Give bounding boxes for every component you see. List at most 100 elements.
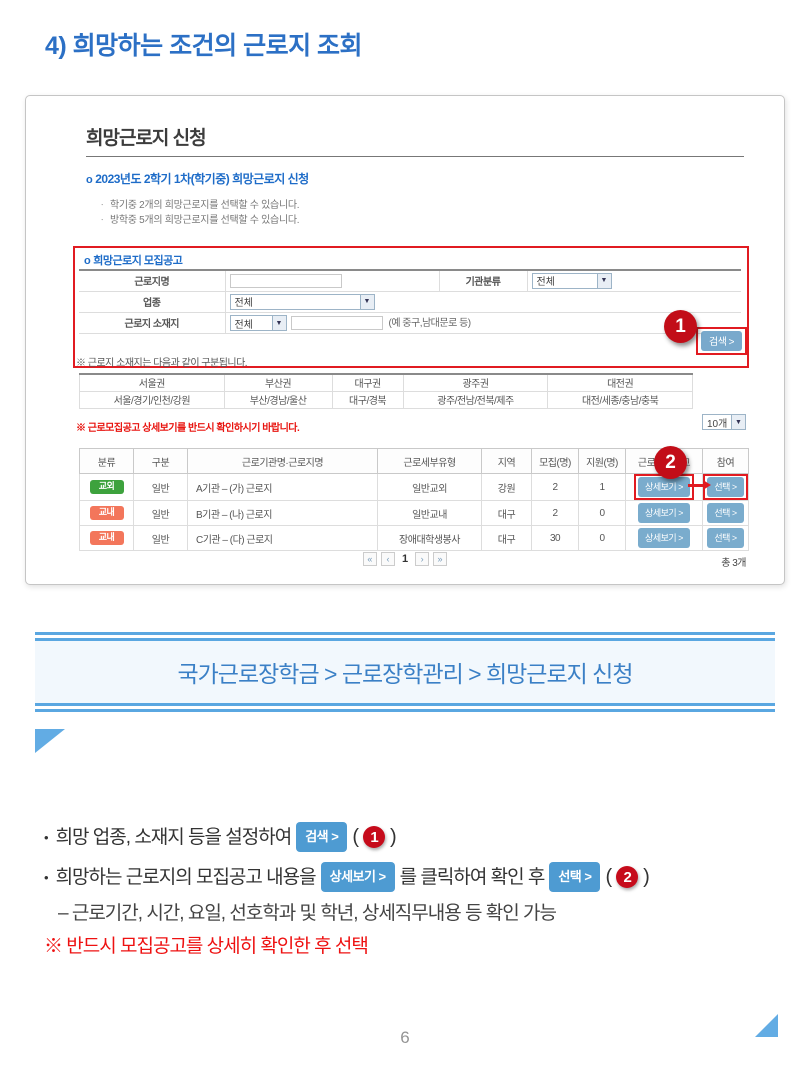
location-value: 전체 (234, 319, 253, 331)
band-border-gap (35, 635, 775, 638)
page-size-select[interactable]: 10개 ▼ (702, 414, 746, 430)
cell-work-type: 일반교외 (377, 473, 482, 501)
bullet-icon: • (44, 829, 48, 845)
pagination-last-button[interactable]: » (433, 552, 448, 566)
select-button[interactable]: 선택 > (707, 503, 744, 523)
circle-marker-icon: ο (86, 174, 93, 186)
region-value: 부산/경남/울산 (223, 390, 333, 409)
select-button[interactable]: 선택 > (707, 528, 744, 548)
cell-category: 일반 (133, 525, 188, 551)
detail-button[interactable]: 상세보기 > (638, 503, 690, 523)
table-row: 교내 일반 B기관 – (나) 근로지 일반교내 대구 2 0 상세보기 > 선… (79, 500, 749, 526)
location-select[interactable]: 전체 ▼ (229, 315, 287, 332)
breadcrumb: 국가근로장학금 > 근로장학관리 > 희망근로지 신청 (177, 661, 633, 687)
pagination: « ‹ 1 › » (26, 552, 784, 566)
form-row: 업종 전체 ▼ (79, 291, 741, 313)
band-border-gap (35, 706, 775, 709)
cell-workplace-name: A기관 – (가) 근로지 (187, 473, 378, 501)
notice-title-text: 2023년도 2학기 1차(학기중) 희망근로지 신청 (95, 172, 309, 186)
org-type-select[interactable]: 전체 ▼ (531, 272, 612, 289)
cell-region: 대구 (481, 525, 532, 551)
notice-title: ο 2023년도 2학기 1차(학기중) 희망근로지 신청 (86, 170, 309, 187)
paren: ) (643, 865, 650, 888)
search-form-table: 근로지명 기관분류 전체 ▼ 업종 전체 ▼ 근로지 소재지 전체 ▼ (예 중구,남대… (79, 269, 741, 334)
notice-bullet: ㆍ 방학중 5개의 희망근로지를 선택할 수 있습니다. (98, 211, 300, 226)
location-note: ※ 근로지 소재지는 다음과 같이 구분됩니다. (76, 358, 248, 369)
page-number: 6 (400, 1028, 410, 1047)
location-label: 근로지 소재지 (79, 312, 226, 334)
category-badge: 교내 (89, 531, 124, 545)
region-header: 부산권 (223, 373, 333, 392)
cell-work-type: 일반교내 (377, 500, 482, 526)
notice-bullet-text: 방학중 5개의 희망근로지를 선택할 수 있습니다. (109, 215, 300, 226)
instructions: • 희망 업종, 소재지 등을 설정하여 검색 > (1) • 희망하는 근로지… (44, 822, 784, 968)
column-header: 근로세부유형 (377, 448, 482, 474)
region-value: 대전/세종/충남/충북 (547, 390, 693, 409)
cell-workplace-name: C기관 – (다) 근로지 (187, 525, 378, 551)
category-badge: 교외 (89, 480, 124, 494)
industry-select[interactable]: 전체 ▼ (229, 293, 375, 310)
band-border-line (35, 709, 775, 712)
cell-applied-count: 0 (578, 525, 626, 551)
workplace-name-input[interactable] (229, 273, 342, 288)
band-border-line (35, 632, 775, 635)
page-title: 4) 희망하는 조건의 근로지 조회 (45, 32, 363, 60)
bullet-icon: ㆍ (98, 215, 106, 225)
detail-button-example: 상세보기 > (320, 862, 395, 892)
annotation-arrow-icon (688, 480, 711, 490)
bullet-icon: • (44, 869, 48, 885)
region-value: 서울/경기/인천/강원 (79, 390, 225, 409)
results-header-row: 분류 구분 근로기관명·근로지명 근로세부유형 지역 모집(명) 지원(명) 근… (79, 448, 749, 474)
bullet-icon: ㆍ (98, 200, 106, 210)
callout-number-2: 2 (654, 446, 687, 479)
search-button-example: 검색 > (296, 822, 348, 852)
results-table: 분류 구분 근로기관명·근로지명 근로세부유형 지역 모집(명) 지원(명) 근… (79, 448, 749, 551)
location-detail-input[interactable] (290, 316, 383, 331)
region-header-row: 서울권 부산권 대구권 광주권 대전권 (79, 373, 693, 392)
page-size-value: 10개 (707, 418, 728, 430)
location-hint: (예 중구,남대문로 등) (388, 317, 472, 329)
instruction-warning: ※ 반드시 모집공고를 상세히 확인한 후 선택 (44, 936, 369, 957)
org-type-value: 전체 (536, 277, 555, 289)
industry-label: 업종 (79, 291, 226, 313)
pagination-current-page: 1 (401, 553, 409, 565)
circle-marker-icon: ο (84, 255, 91, 267)
form-row: 근로지명 기관분류 전체 ▼ (79, 270, 741, 292)
search-form-title-text: 희망근로지 모집공고 (93, 255, 183, 267)
cell-workplace-name: B기관 – (나) 근로지 (187, 500, 378, 526)
search-button[interactable]: 검색 > (701, 331, 743, 351)
workplace-name-label: 근로지명 (79, 270, 226, 292)
region-value: 대구/경북 (331, 390, 404, 409)
cell-recruit-count: 2 (531, 473, 579, 501)
paren: ( (605, 865, 612, 888)
total-count: 총 3개 (721, 558, 746, 569)
column-header: 지역 (481, 448, 532, 474)
pagination-first-button[interactable]: « (362, 552, 377, 566)
detail-button[interactable]: 상세보기 > (638, 477, 690, 497)
region-header: 대전권 (547, 373, 693, 392)
cell-recruit-count: 2 (531, 500, 579, 526)
paren: ) (390, 825, 397, 848)
column-header: 지원(명) (578, 448, 626, 474)
search-form-title: ο 희망근로지 모집공고 (84, 252, 183, 268)
detail-warning-note: ※ 근로모집공고 상세보기를 반드시 확인하시기 바랍니다. (76, 423, 300, 434)
org-type-label: 기관분류 (438, 270, 528, 292)
cell-category: 일반 (133, 473, 188, 501)
pagination-prev-button[interactable]: ‹ (380, 552, 395, 566)
cell-region: 강원 (481, 473, 532, 501)
cell-applied-count: 0 (578, 500, 626, 526)
column-header: 분류 (79, 448, 134, 474)
select-button[interactable]: 선택 > (707, 477, 744, 497)
triangle-decoration-left (35, 729, 65, 753)
callout-number-2-inline: 2 (616, 866, 639, 888)
annotation-box-search-button: 검색 > (696, 327, 748, 355)
pagination-next-button[interactable]: › (415, 552, 430, 566)
region-header: 서울권 (79, 373, 225, 392)
notice-bullet: ㆍ 학기중 2개의 희망근로지를 선택할 수 있습니다. (98, 196, 300, 211)
detail-button[interactable]: 상세보기 > (638, 528, 690, 548)
region-header: 대구권 (331, 373, 404, 392)
band-border-line (35, 703, 775, 706)
dropdown-arrow-icon: ▼ (271, 316, 286, 331)
region-value-row: 서울/경기/인천/강원 부산/경남/울산 대구/경북 광주/전남/전북/제주 대… (79, 390, 693, 409)
